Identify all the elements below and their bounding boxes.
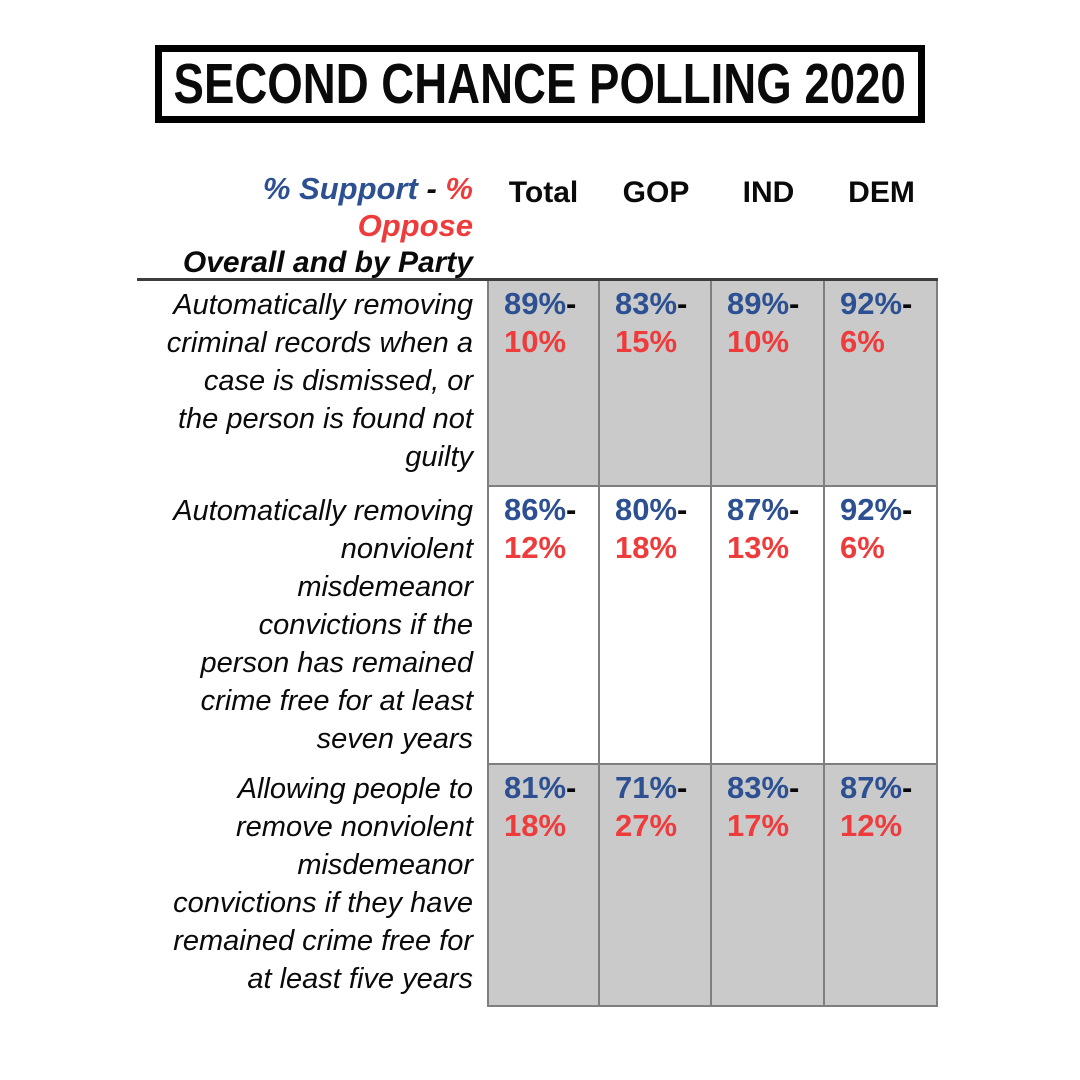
oppose-value: 18% [615, 530, 678, 565]
question-row-3: Allowing people to remove nonviolent mis… [137, 765, 487, 1007]
poll-cell-r2-gop: 80%- 18% [600, 487, 712, 765]
oppose-value: 18% [504, 808, 567, 843]
poll-cell-r1-ind: 89%- 10% [712, 281, 825, 487]
support-value: 89% [727, 286, 790, 321]
oppose-value: 15% [615, 324, 678, 359]
oppose-value: 17% [727, 808, 790, 843]
oppose-value: 10% [727, 324, 790, 359]
title-box: SECOND CHANCE POLLING 2020 [155, 45, 925, 123]
column-header-dem: DEM [825, 170, 938, 281]
value-dash: - [566, 286, 577, 321]
value-dash: - [789, 286, 800, 321]
poll-cell-r1-dem: 92%- 6% [825, 281, 938, 487]
support-value: 71% [615, 770, 678, 805]
support-value: 81% [504, 770, 567, 805]
poll-cell-r2-dem: 92%- 6% [825, 487, 938, 765]
oppose-value: 13% [727, 530, 790, 565]
support-value: 87% [840, 770, 903, 805]
oppose-value: 27% [615, 808, 678, 843]
poll-cell-r3-gop: 71%- 27% [600, 765, 712, 1007]
support-value: 83% [727, 770, 790, 805]
oppose-value: 12% [504, 530, 567, 565]
column-header-gop: GOP [600, 170, 712, 281]
column-header-ind: IND [712, 170, 825, 281]
question-row-1: Automatically removing criminal records … [137, 281, 487, 487]
page-title: SECOND CHANCE POLLING 2020 [173, 52, 907, 116]
support-oppose-legend: % Support - % Oppose [137, 170, 473, 244]
question-row-2: Automatically removing nonviolent misdem… [137, 487, 487, 765]
support-value: 86% [504, 492, 567, 527]
oppose-value: 6% [840, 324, 885, 359]
oppose-value: 10% [504, 324, 567, 359]
value-dash: - [677, 770, 688, 805]
poll-table: % Support - % Oppose Overall and by Party… [137, 170, 938, 1007]
poll-cell-r3-dem: 87%- 12% [825, 765, 938, 1007]
poll-cell-r3-ind: 83%- 17% [712, 765, 825, 1007]
oppose-legend-word: Oppose [357, 208, 473, 243]
table-header-legend: % Support - % Oppose Overall and by Party [137, 170, 487, 281]
value-dash: - [902, 770, 913, 805]
poll-cell-r3-total: 81%- 18% [487, 765, 600, 1007]
value-dash: - [902, 286, 913, 321]
column-header-total: Total [487, 170, 600, 281]
table-subtitle: Overall and by Party [182, 246, 473, 279]
support-value: 87% [727, 492, 790, 527]
support-value: 92% [840, 286, 903, 321]
support-value: 83% [615, 286, 678, 321]
value-dash: - [902, 492, 913, 527]
support-value: 92% [840, 492, 903, 527]
oppose-legend-pct: % [445, 171, 473, 206]
oppose-value: 12% [840, 808, 903, 843]
value-dash: - [566, 492, 577, 527]
poll-cell-r1-total: 89%- 10% [487, 281, 600, 487]
poll-cell-r1-gop: 83%- 15% [600, 281, 712, 487]
value-dash: - [677, 492, 688, 527]
value-dash: - [677, 286, 688, 321]
poll-cell-r2-ind: 87%- 13% [712, 487, 825, 765]
legend-dash: - [417, 171, 446, 206]
value-dash: - [566, 770, 577, 805]
support-legend-label: % Support [262, 171, 418, 206]
support-value: 80% [615, 492, 678, 527]
oppose-value: 6% [840, 530, 885, 565]
value-dash: - [789, 770, 800, 805]
support-value: 89% [504, 286, 567, 321]
value-dash: - [789, 492, 800, 527]
poll-cell-r2-total: 86%- 12% [487, 487, 600, 765]
